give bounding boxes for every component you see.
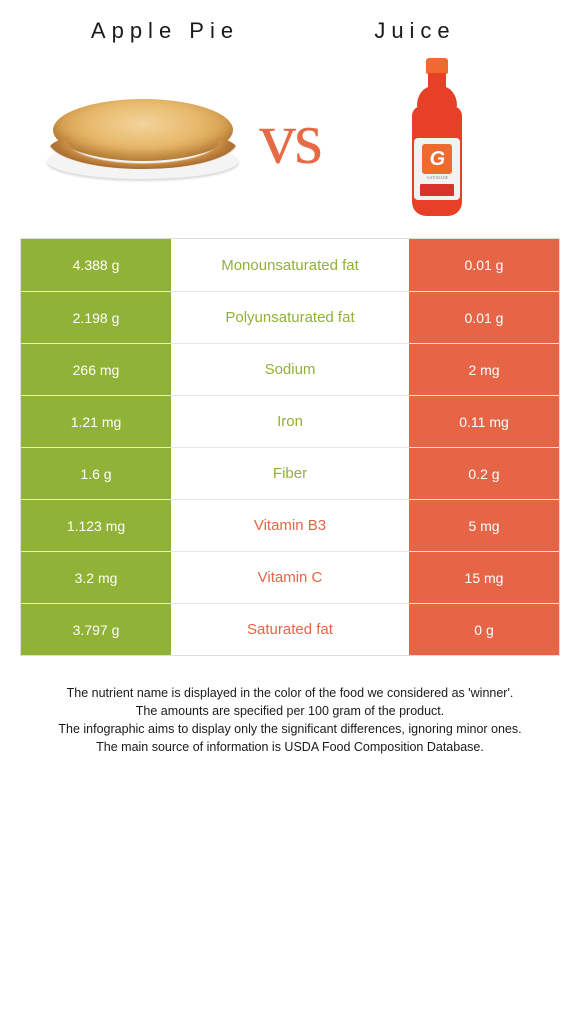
apple-pie-image xyxy=(26,99,259,179)
juice-bottle-image: GATORADE xyxy=(321,58,554,220)
footer-line: The infographic aims to display only the… xyxy=(38,720,542,738)
right-value: 5 mg xyxy=(409,500,559,551)
header: Apple Pie Juice xyxy=(20,18,560,50)
left-value: 3.797 g xyxy=(21,604,171,655)
left-value: 1.123 mg xyxy=(21,500,171,551)
table-row: 1.21 mgIron0.11 mg xyxy=(21,395,559,447)
table-row: 3.2 mgVitamin C15 mg xyxy=(21,551,559,603)
table-row: 2.198 gPolyunsaturated fat0.01 g xyxy=(21,291,559,343)
left-value: 3.2 mg xyxy=(21,552,171,603)
table-row: 266 mgSodium2 mg xyxy=(21,343,559,395)
right-value: 0.2 g xyxy=(409,448,559,499)
left-value: 1.21 mg xyxy=(21,396,171,447)
right-value: 0.01 g xyxy=(409,239,559,291)
left-value: 266 mg xyxy=(21,344,171,395)
nutrient-label: Saturated fat xyxy=(171,604,409,655)
nutrient-label: Vitamin B3 xyxy=(171,500,409,551)
right-value: 2 mg xyxy=(409,344,559,395)
nutrient-label: Fiber xyxy=(171,448,409,499)
nutrient-label: Vitamin C xyxy=(171,552,409,603)
nutrition-table: 4.388 gMonounsaturated fat0.01 g2.198 gP… xyxy=(20,238,560,656)
right-value: 0.01 g xyxy=(409,292,559,343)
nutrient-label: Monounsaturated fat xyxy=(171,239,409,291)
footer-notes: The nutrient name is displayed in the co… xyxy=(20,684,560,757)
nutrient-label: Polyunsaturated fat xyxy=(171,292,409,343)
nutrient-label: Iron xyxy=(171,396,409,447)
table-row: 1.6 gFiber0.2 g xyxy=(21,447,559,499)
gatorade-logo-icon xyxy=(422,144,452,174)
left-value: 2.198 g xyxy=(21,292,171,343)
table-row: 4.388 gMonounsaturated fat0.01 g xyxy=(21,239,559,291)
left-value: 1.6 g xyxy=(21,448,171,499)
right-value: 15 mg xyxy=(409,552,559,603)
right-value: 0.11 mg xyxy=(409,396,559,447)
footer-line: The main source of information is USDA F… xyxy=(38,738,542,756)
table-row: 3.797 gSaturated fat0 g xyxy=(21,603,559,655)
right-value: 0 g xyxy=(409,604,559,655)
footer-line: The nutrient name is displayed in the co… xyxy=(38,684,542,702)
image-row: vs GATORADE xyxy=(20,54,560,224)
left-value: 4.388 g xyxy=(21,239,171,291)
table-row: 1.123 mgVitamin B35 mg xyxy=(21,499,559,551)
vs-label: vs xyxy=(259,97,321,182)
nutrient-label: Sodium xyxy=(171,344,409,395)
footer-line: The amounts are specified per 100 gram o… xyxy=(38,702,542,720)
title-right: Juice xyxy=(290,18,540,44)
title-left: Apple Pie xyxy=(40,18,290,44)
